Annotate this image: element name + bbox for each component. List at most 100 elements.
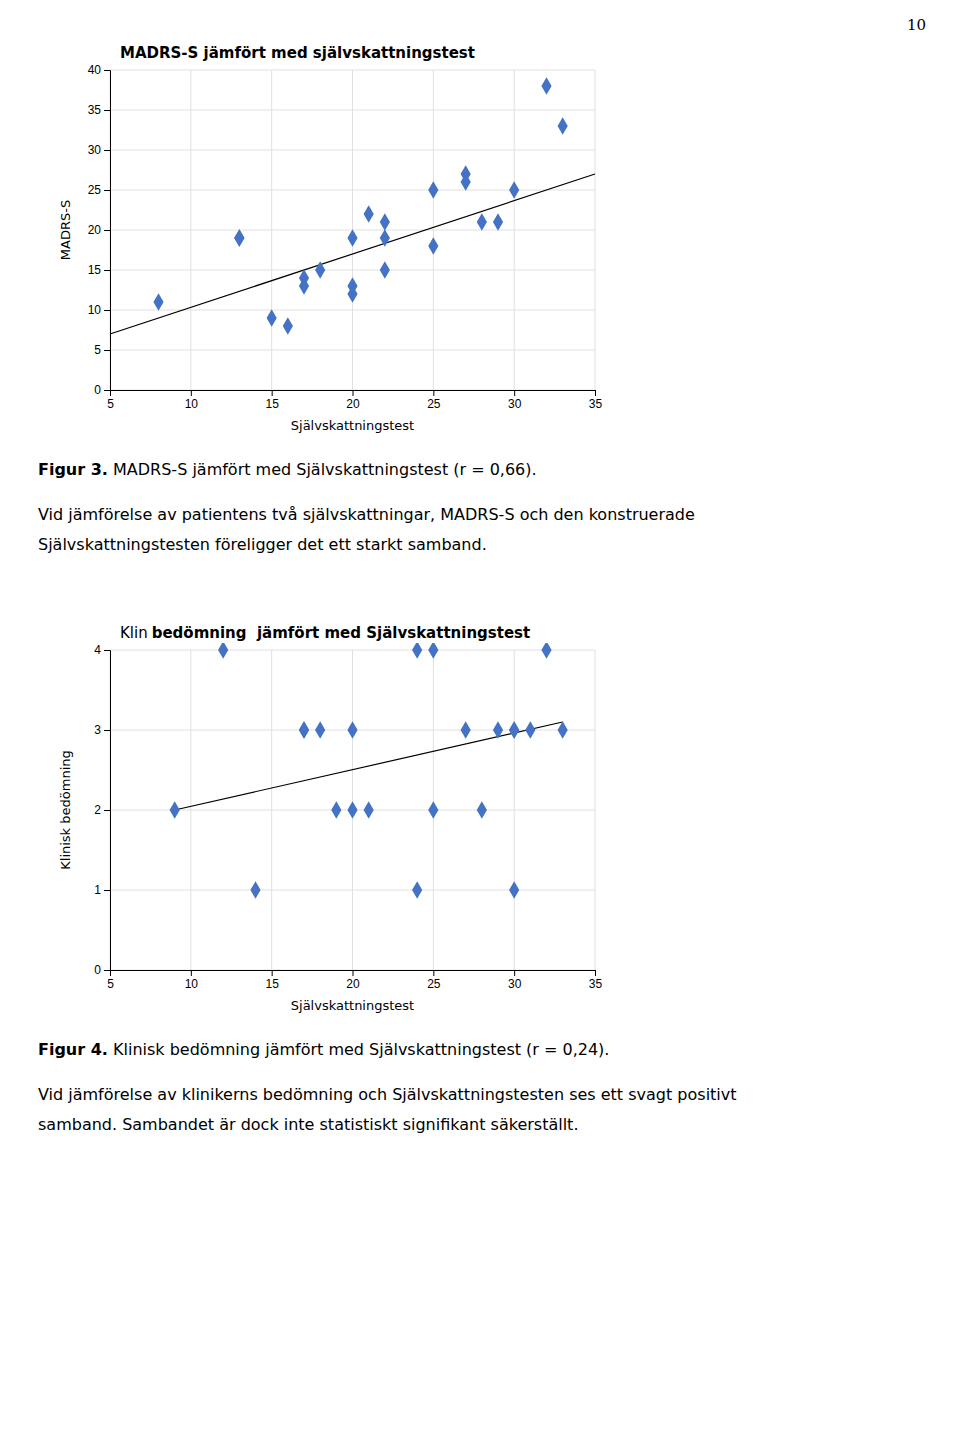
paragraph-line: Vid jämförelse av patientens två självsk… (38, 505, 695, 524)
tick-mark (104, 110, 110, 111)
page-number: 10 (907, 16, 926, 34)
grid-line (110, 70, 595, 71)
tick-label: 15 (265, 977, 279, 991)
point (428, 643, 438, 659)
x-axis-label: Självskattningstest (291, 418, 414, 433)
point (509, 721, 519, 739)
tick-mark (104, 270, 110, 271)
point (541, 643, 551, 659)
y-tick: 0 (94, 383, 110, 397)
y-tick: 2 (94, 803, 110, 817)
tick-mark (272, 390, 273, 396)
x-tick: 25 (427, 390, 441, 411)
tick-mark (104, 390, 110, 391)
grid (110, 70, 595, 390)
grid-line (110, 190, 595, 191)
tick-label: 25 (88, 183, 102, 197)
caption-text: Klinisk bedömning jämfört med Självskatt… (108, 1040, 609, 1059)
point (250, 881, 260, 899)
point (558, 721, 568, 739)
x-tick: 20 (346, 390, 360, 411)
chart: 51015202530350510152025303540MADRS-S jäm… (58, 44, 602, 433)
point (234, 229, 244, 247)
tick-label: 3 (94, 723, 101, 737)
point (347, 229, 357, 247)
chart-title: Klinbedömning jämfört med Självskattning… (120, 624, 530, 642)
y-tick: 40 (88, 63, 110, 77)
point (170, 801, 180, 819)
point (509, 881, 519, 899)
plot-area (170, 643, 568, 899)
point (234, 229, 244, 247)
caption-label: Figur 4. (38, 1040, 108, 1059)
tick-mark (353, 970, 354, 976)
trendline (175, 722, 563, 810)
axis-line (104, 651, 111, 971)
point (428, 801, 438, 819)
tick-label: 20 (346, 397, 360, 411)
tick-label: 10 (88, 303, 102, 317)
tick-label: 5 (107, 397, 114, 411)
grid-line (110, 350, 595, 351)
point (509, 181, 519, 199)
x-tick: 15 (265, 970, 279, 991)
x-tick: 5 (107, 390, 114, 411)
point (315, 721, 325, 739)
y-tick: 3 (94, 723, 110, 737)
point (380, 213, 390, 231)
chart-title-part: bedömning jämfört med Självskattningstes… (152, 624, 531, 642)
caption-text: MADRS-S jämfört med Självskattningstest … (108, 460, 537, 479)
tick-mark (104, 810, 110, 811)
y-tick: 35 (88, 103, 110, 117)
tick-mark (104, 730, 110, 731)
point (380, 229, 390, 247)
tick-label: 0 (94, 383, 101, 397)
tick-label: 10 (185, 977, 199, 991)
grid-line (110, 650, 595, 651)
grid-line (110, 270, 595, 271)
tick-label: 35 (589, 977, 603, 991)
tick-mark (514, 390, 515, 396)
axis-line (111, 391, 596, 397)
point (412, 881, 422, 899)
y-tick: 4 (94, 643, 110, 657)
tick-label: 30 (508, 397, 522, 411)
y-tick: 1 (94, 883, 110, 897)
y-axis: 01234 (94, 643, 110, 977)
page: 1051015202530350510152025303540MADRS-S j… (0, 0, 960, 1440)
chart-title: MADRS-S jämfört med självskattningstest (120, 44, 475, 62)
tick-label: 5 (94, 343, 101, 357)
tick-mark (104, 70, 110, 71)
tick-label: 1 (94, 883, 101, 897)
point (347, 285, 357, 303)
tick-label: 15 (88, 263, 102, 277)
tick-mark (104, 310, 110, 311)
caption: Figur 4. Klinisk bedömning jämfört med S… (38, 1040, 609, 1059)
tick-mark (595, 390, 596, 396)
trendline (110, 174, 595, 334)
x-tick: 35 (589, 970, 603, 991)
tick-mark (272, 970, 273, 976)
point (461, 173, 471, 191)
axis-line (104, 71, 111, 391)
tick-mark (433, 970, 434, 976)
tick-label: 4 (94, 643, 101, 657)
y-tick: 5 (94, 343, 110, 357)
tick-mark (104, 350, 110, 351)
tick-mark (514, 970, 515, 976)
tick-label: 35 (589, 397, 603, 411)
tick-mark (104, 150, 110, 151)
x-tick: 5 (107, 970, 114, 991)
point (412, 643, 422, 659)
grid-line (110, 110, 595, 111)
point (299, 721, 309, 739)
point (428, 181, 438, 199)
point (347, 721, 357, 739)
point (315, 261, 325, 279)
y-axis-label: Klinisk bedömning (58, 750, 73, 870)
y-tick: 15 (88, 263, 110, 277)
point (477, 213, 487, 231)
x-tick: 30 (508, 390, 522, 411)
tick-mark (353, 390, 354, 396)
point (283, 317, 293, 335)
